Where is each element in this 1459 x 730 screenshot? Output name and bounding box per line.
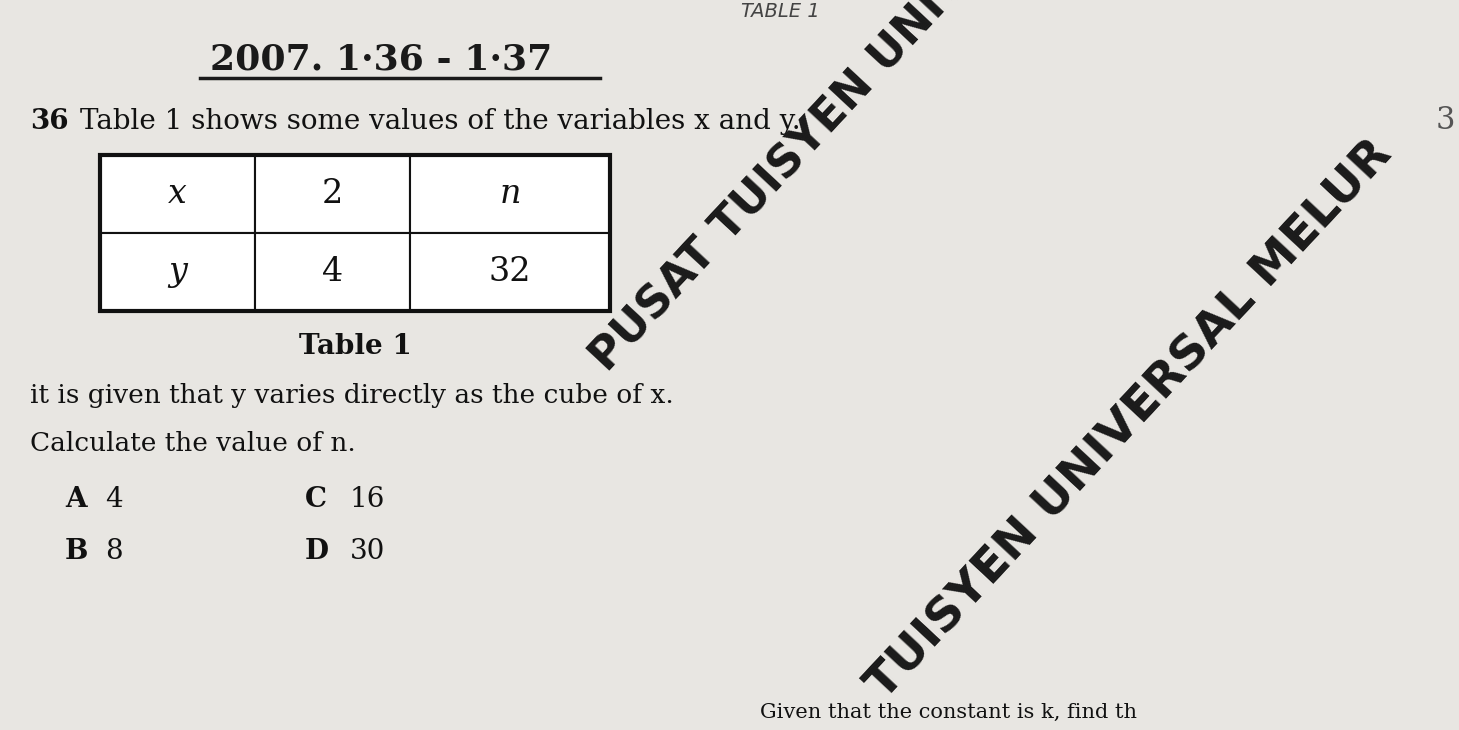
- Text: 2007. 1·36 - 1·37: 2007. 1·36 - 1·37: [210, 42, 553, 76]
- Text: y: y: [168, 256, 187, 288]
- Text: 16: 16: [350, 486, 385, 513]
- Text: 36: 36: [31, 108, 69, 135]
- Text: Calculate the value of n.: Calculate the value of n.: [31, 431, 356, 456]
- Text: Table 1 shows some values of the variables x and y.: Table 1 shows some values of the variabl…: [80, 108, 801, 135]
- Text: x: x: [168, 178, 187, 210]
- Bar: [255, 233, 410, 311]
- Text: D: D: [305, 538, 328, 565]
- Text: Given that the constant is k, find th: Given that the constant is k, find th: [760, 703, 1137, 722]
- Text: TABLE 1: TABLE 1: [741, 2, 820, 21]
- Text: B: B: [66, 538, 89, 565]
- Text: 8: 8: [105, 538, 123, 565]
- Bar: [255, 155, 410, 233]
- Bar: [101, 155, 255, 233]
- Text: 4: 4: [322, 256, 343, 288]
- Text: Table 1: Table 1: [299, 333, 411, 360]
- Text: A: A: [66, 486, 86, 513]
- Bar: [101, 233, 255, 311]
- Text: PUSAT TUISYEN UNIV: PUSAT TUISYEN UNIV: [582, 0, 978, 380]
- Text: it is given that y varies directly as the cube of x.: it is given that y varies directly as th…: [31, 383, 674, 408]
- Text: 4: 4: [105, 486, 123, 513]
- Text: TUISYEN UNIVERSAL MELUR: TUISYEN UNIVERSAL MELUR: [859, 131, 1401, 708]
- Text: 32: 32: [489, 256, 531, 288]
- Bar: [410, 233, 610, 311]
- Text: 30: 30: [350, 538, 385, 565]
- Text: 2: 2: [322, 178, 343, 210]
- Text: C: C: [305, 486, 327, 513]
- Bar: [410, 155, 610, 233]
- Text: 3: 3: [1436, 105, 1455, 136]
- Text: n: n: [499, 178, 521, 210]
- Bar: [101, 155, 610, 311]
